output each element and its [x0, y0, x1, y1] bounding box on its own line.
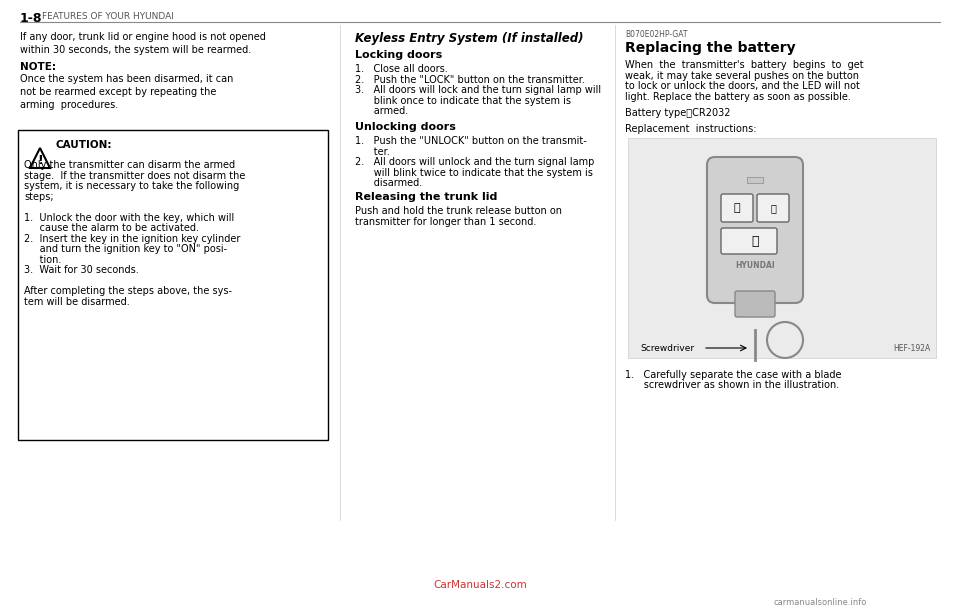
Text: transmitter for longer than 1 second.: transmitter for longer than 1 second.	[355, 217, 537, 226]
Text: Only the transmitter can disarm the armed: Only the transmitter can disarm the arme…	[24, 160, 235, 170]
FancyBboxPatch shape	[721, 194, 753, 222]
Text: Replacing the battery: Replacing the battery	[625, 41, 796, 55]
Text: Releasing the trunk lid: Releasing the trunk lid	[355, 192, 497, 202]
Text: CAUTION:: CAUTION:	[55, 140, 111, 150]
FancyBboxPatch shape	[707, 157, 803, 303]
Text: Replacement  instructions:: Replacement instructions:	[625, 124, 756, 134]
FancyBboxPatch shape	[721, 228, 777, 254]
Text: to lock or unlock the doors, and the LED will not: to lock or unlock the doors, and the LED…	[625, 81, 860, 91]
Text: 2.   All doors will unlock and the turn signal lamp: 2. All doors will unlock and the turn si…	[355, 157, 594, 167]
Text: B070E02HP-GAT: B070E02HP-GAT	[625, 30, 687, 39]
Text: When  the  transmitter's  battery  begins  to  get: When the transmitter's battery begins to…	[625, 60, 864, 70]
Text: Unlocking doors: Unlocking doors	[355, 122, 456, 132]
Text: 2.   Push the "LOCK" button on the transmitter.: 2. Push the "LOCK" button on the transmi…	[355, 75, 585, 84]
Text: Keyless Entry System (If installed): Keyless Entry System (If installed)	[355, 32, 584, 45]
Text: weak, it may take several pushes on the button: weak, it may take several pushes on the …	[625, 70, 859, 81]
FancyBboxPatch shape	[18, 130, 328, 440]
FancyBboxPatch shape	[757, 194, 789, 222]
Text: After completing the steps above, the sys-: After completing the steps above, the sy…	[24, 286, 232, 296]
Text: cause the alarm to be activated.: cause the alarm to be activated.	[24, 223, 199, 233]
Text: tem will be disarmed.: tem will be disarmed.	[24, 296, 130, 307]
Text: 1.   Push the "UNLOCK" button on the transmit-: 1. Push the "UNLOCK" button on the trans…	[355, 136, 587, 146]
Text: 1.  Unlock the door with the key, which will: 1. Unlock the door with the key, which w…	[24, 212, 234, 223]
Text: armed.: armed.	[355, 106, 408, 116]
Text: 1.   Close all doors.: 1. Close all doors.	[355, 64, 447, 74]
Text: If any door, trunk lid or engine hood is not opened
within 30 seconds, the syste: If any door, trunk lid or engine hood is…	[20, 32, 266, 55]
Text: 3.  Wait for 30 seconds.: 3. Wait for 30 seconds.	[24, 265, 139, 275]
Text: Battery type：CR2032: Battery type：CR2032	[625, 108, 731, 118]
Text: CarManuals2.com: CarManuals2.com	[433, 580, 527, 590]
Text: 3.   All doors will lock and the turn signal lamp will: 3. All doors will lock and the turn sign…	[355, 85, 601, 95]
Text: 🔒: 🔒	[752, 234, 758, 247]
Text: ter.: ter.	[355, 146, 390, 157]
Text: and turn the ignition key to "ON" posi-: and turn the ignition key to "ON" posi-	[24, 244, 228, 254]
Text: HYUNDAI: HYUNDAI	[735, 261, 775, 269]
Text: screwdriver as shown in the illustration.: screwdriver as shown in the illustration…	[625, 381, 839, 390]
Text: will blink twice to indicate that the system is: will blink twice to indicate that the sy…	[355, 168, 593, 177]
Text: blink once to indicate that the system is: blink once to indicate that the system i…	[355, 95, 571, 105]
Text: 2.  Insert the key in the ignition key cylinder: 2. Insert the key in the ignition key cy…	[24, 234, 240, 244]
Text: light. Replace the battery as soon as possible.: light. Replace the battery as soon as po…	[625, 92, 851, 102]
Text: HEF-192A: HEF-192A	[894, 344, 931, 353]
Text: 1-8: 1-8	[20, 12, 42, 25]
Text: Screwdriver: Screwdriver	[640, 343, 694, 353]
FancyBboxPatch shape	[735, 291, 775, 317]
Text: Once the system has been disarmed, it can
not be rearmed except by repeating the: Once the system has been disarmed, it ca…	[20, 74, 233, 110]
Text: !: !	[37, 154, 43, 166]
Text: NOTE:: NOTE:	[20, 62, 56, 72]
Text: system, it is necessary to take the following: system, it is necessary to take the foll…	[24, 181, 239, 191]
Text: steps;: steps;	[24, 192, 54, 201]
Text: tion.: tion.	[24, 255, 61, 264]
Text: carmanualsonline.info: carmanualsonline.info	[774, 598, 867, 607]
Text: stage.  If the transmitter does not disarm the: stage. If the transmitter does not disar…	[24, 171, 246, 181]
Text: Push and hold the trunk release button on: Push and hold the trunk release button o…	[355, 206, 562, 216]
Text: Locking doors: Locking doors	[355, 50, 443, 60]
Text: 🚗: 🚗	[770, 203, 776, 213]
Text: disarmed.: disarmed.	[355, 178, 422, 188]
FancyBboxPatch shape	[628, 138, 936, 358]
Bar	[747, 177, 763, 183]
Text: 1.   Carefully separate the case with a blade: 1. Carefully separate the case with a bl…	[625, 370, 842, 380]
Text: FEATURES OF YOUR HYUNDAI: FEATURES OF YOUR HYUNDAI	[42, 12, 174, 21]
Text: 🔒: 🔒	[733, 203, 740, 213]
